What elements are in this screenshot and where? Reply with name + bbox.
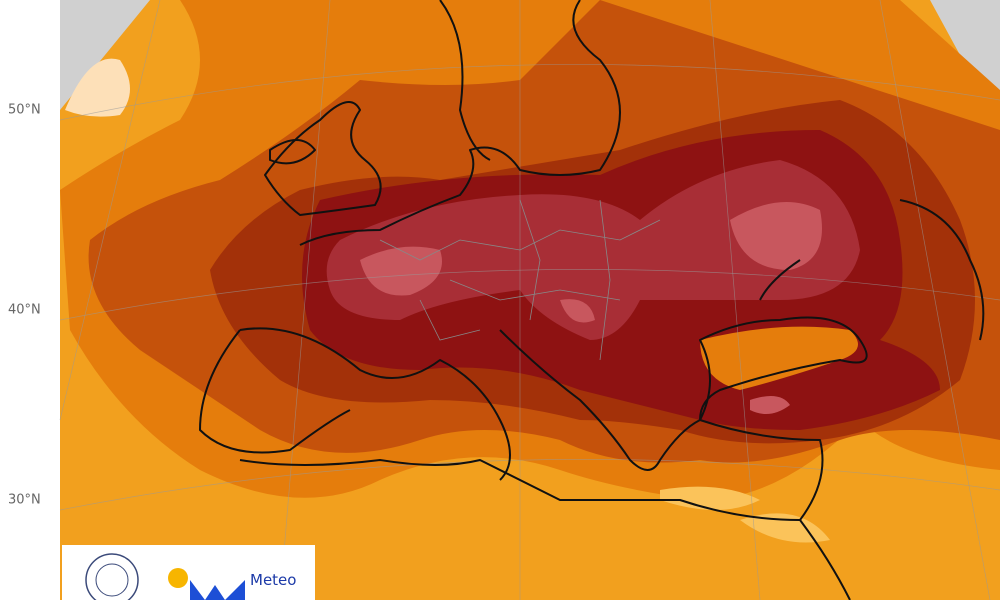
black-sea-band — [700, 326, 858, 390]
map-area — [60, 0, 1000, 600]
observatory-seal — [85, 553, 139, 600]
latitude-label: 30°N — [8, 493, 41, 508]
temperature-band-0 — [65, 58, 130, 117]
north-africa-band — [660, 486, 830, 543]
temperature-band-7 — [360, 202, 822, 323]
meteo-sun — [168, 568, 188, 588]
logo-panel: Meteo — [62, 545, 315, 600]
latitude-label: 40°N — [8, 303, 41, 318]
latitude-label: 50°N — [8, 103, 41, 118]
anatolia-band — [750, 396, 790, 414]
logo-background — [62, 545, 315, 600]
graticule — [59, 0, 1000, 600]
logo-text: Meteo — [250, 571, 296, 589]
country-borders — [379, 199, 661, 361]
meteo-mark — [190, 580, 245, 600]
temperature-band-6 — [326, 160, 861, 340]
observatory-seal-inner — [95, 563, 129, 597]
coastlines — [199, 0, 985, 600]
